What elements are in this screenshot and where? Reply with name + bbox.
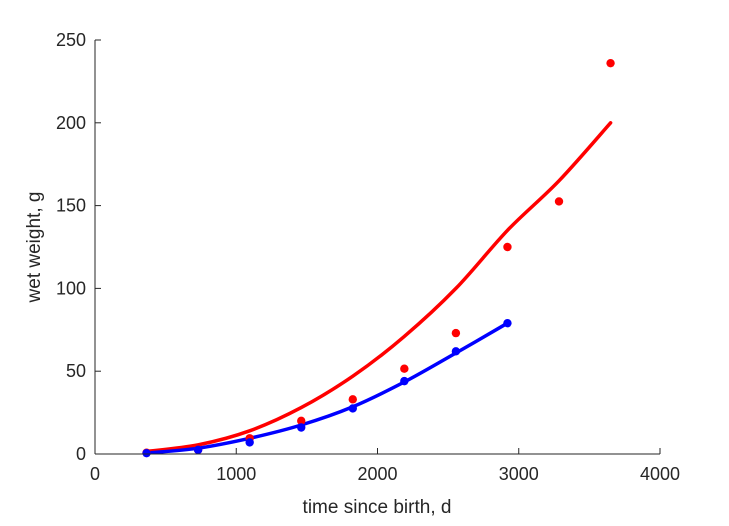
data-point-series-1	[297, 416, 306, 426]
data-point-series-2	[245, 438, 254, 447]
data-point-series-1	[554, 197, 564, 206]
x-tick-label: 2000	[357, 464, 397, 484]
x-axis-label: time since birth, d	[303, 497, 452, 518]
data-point-series-1	[348, 395, 357, 404]
fit-curves	[144, 121, 613, 455]
x-tick-label: 1000	[216, 464, 256, 484]
data-point-series-1	[400, 364, 409, 373]
data-point-series-2	[451, 347, 461, 356]
data-point-series-2	[193, 445, 203, 455]
fit-curve-series-2	[144, 321, 510, 455]
data-point-series-1	[451, 328, 461, 338]
data-point-series-2	[503, 318, 512, 328]
axes: 0 1000 2000 3000 4000 0 50 100 150 200 250	[56, 30, 680, 484]
data-points	[142, 58, 615, 458]
x-tick-label: 4000	[640, 464, 680, 484]
data-point-series-2	[142, 448, 151, 458]
x-tick-label: 3000	[499, 464, 539, 484]
y-tick-label: 150	[56, 196, 86, 216]
x-tick-label: 0	[90, 464, 100, 484]
data-point-series-1	[606, 58, 615, 68]
data-point-series-2	[348, 404, 357, 413]
y-tick-label: 0	[76, 444, 86, 464]
y-tick-label: 250	[56, 30, 86, 50]
data-point-series-1	[503, 242, 512, 252]
y-tick-label: 200	[56, 113, 86, 133]
y-tick-label: 100	[56, 278, 86, 298]
y-tick-label: 50	[66, 361, 86, 381]
fit-curve-series-1	[144, 121, 613, 454]
data-point-series-2	[400, 376, 409, 386]
data-point-series-2	[297, 423, 306, 432]
y-axis-label: wet weight, g	[24, 192, 45, 304]
